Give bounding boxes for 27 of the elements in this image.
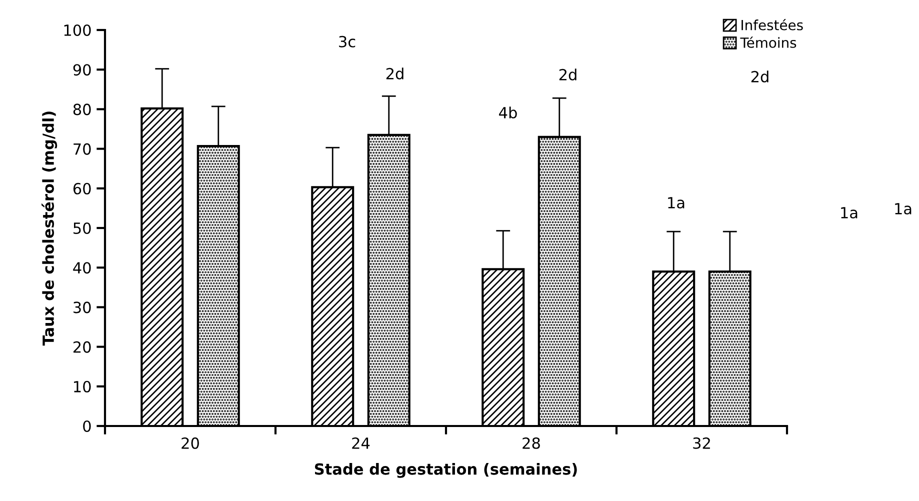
text: 1a	[895, 203, 912, 214]
annotation: 2d	[559, 68, 576, 80]
y-tick-label: 100	[64, 24, 91, 36]
annotation: 4b	[499, 106, 517, 118]
y-tick-label: 0	[83, 420, 91, 432]
x-tick-label: 28	[522, 437, 540, 449]
y-tick-label: 20	[73, 341, 91, 353]
x-tick-label: 20	[182, 437, 199, 449]
y-tick-label: 50	[74, 222, 91, 234]
annotation: 2d	[386, 68, 404, 80]
y-tick-label: 60	[73, 182, 91, 194]
x-axis-title: Stade de gestation (semaines)	[314, 463, 577, 478]
annotation: 1a	[668, 197, 684, 208]
x-tick-label: 24	[352, 437, 370, 449]
x-tick-label: 32	[693, 437, 710, 449]
y-axis-title: Taux de cholestérol (mg/dl)	[42, 112, 58, 346]
y-tick-label: 30	[74, 302, 91, 314]
annotation: 3c	[339, 36, 356, 48]
legend-label: Infestées	[742, 19, 803, 30]
y-tick-label: 10	[74, 380, 91, 392]
y-tick-label: 70	[74, 143, 91, 155]
annotation: 2d	[751, 70, 768, 82]
y-tick-label: 90	[73, 64, 91, 76]
text: 1a	[841, 207, 858, 218]
y-tick-label: 40	[73, 262, 91, 274]
y-tick-label: 80	[73, 104, 91, 116]
legend-label: Témoins	[740, 36, 796, 48]
